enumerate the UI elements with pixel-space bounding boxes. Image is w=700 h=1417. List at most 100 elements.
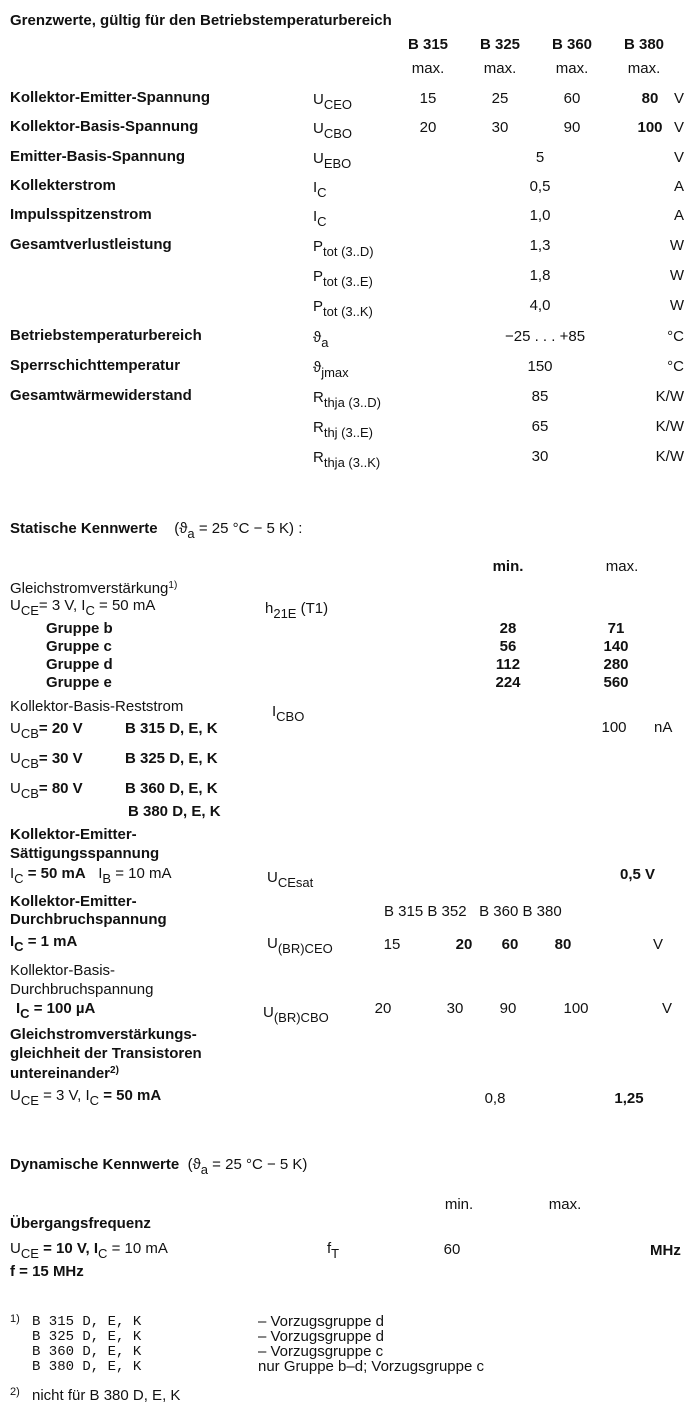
row-value: 20 bbox=[419, 119, 437, 136]
value: 20 bbox=[374, 1000, 392, 1017]
row-value: 85 bbox=[531, 388, 549, 405]
row-symbol: ϑa bbox=[313, 329, 329, 350]
row-unit: °C bbox=[667, 328, 684, 345]
row-symbol: Ptot (3..K) bbox=[313, 298, 373, 319]
reststrom-label: Kollektor-Basis-Reststrom bbox=[10, 698, 184, 715]
min-label: min. bbox=[444, 1196, 474, 1213]
gain-label: Gleichstromverstärkung1) bbox=[10, 580, 178, 597]
row-value: 15 bbox=[419, 90, 437, 107]
row-unit: V bbox=[673, 149, 684, 166]
durchbruch-cb-label: Durchbruchspannung bbox=[10, 981, 154, 998]
row-symbol: ϑjmax bbox=[313, 359, 349, 380]
group-label: Gruppe c bbox=[46, 638, 112, 655]
saettigung-label: Kollektor-Emitter- bbox=[10, 826, 137, 843]
row-unit: °C bbox=[667, 358, 684, 375]
row-value: 1,0 bbox=[529, 207, 551, 224]
type-b325: B 325 bbox=[479, 36, 521, 53]
gain-condition: UCE= 3 V, IC = 50 mA bbox=[10, 597, 156, 618]
reststrom-max: 100 bbox=[601, 719, 627, 736]
max-label: max. bbox=[483, 60, 517, 77]
row-unit: W bbox=[669, 267, 684, 284]
group-min: 56 bbox=[499, 638, 517, 655]
row-unit: A bbox=[673, 207, 684, 224]
footnote-type: B 360 D, E, K bbox=[32, 1344, 142, 1360]
row-value: 80 bbox=[641, 90, 659, 107]
row-unit: V bbox=[673, 90, 684, 107]
ubrceo-symbol: U(BR)CEO bbox=[267, 935, 333, 956]
ft-condition: UCE = 10 V, IC = 10 mA bbox=[10, 1240, 168, 1261]
min-label: min. bbox=[492, 558, 524, 575]
condition-types: B 315 D, E, K bbox=[125, 720, 218, 737]
row-label: Gesamtverlustleistung bbox=[10, 236, 172, 253]
uebergangsfrequenz-label: Übergangsfrequenz bbox=[10, 1215, 151, 1232]
group-label: Gruppe b bbox=[46, 620, 113, 637]
value: 15 bbox=[383, 936, 401, 953]
gleichheit-label: gleichheit der Transistoren bbox=[10, 1045, 202, 1062]
row-value: −25 . . . +85 bbox=[504, 328, 586, 345]
group-min: 112 bbox=[495, 656, 521, 673]
row-label: Gesamtwärmewiderstand bbox=[10, 387, 192, 404]
section-title-grenzwerte: Grenzwerte, gültig für den Betriebstempe… bbox=[10, 12, 392, 29]
footnote-marker: 1) bbox=[10, 1313, 20, 1325]
footnote-note: – Vorzugsgruppe d bbox=[258, 1313, 384, 1330]
type-b315: B 315 bbox=[407, 36, 449, 53]
row-symbol: Rthja (3..D) bbox=[313, 389, 381, 410]
footnote-note: – Vorzugsgruppe d bbox=[258, 1328, 384, 1345]
row-symbol: UCEO bbox=[313, 91, 353, 112]
durchbruch-types: B 315 B 352 B 360 B 380 bbox=[384, 903, 562, 920]
condition-voltage: UCB= 20 V bbox=[10, 720, 83, 741]
gain-symbol: h21E (T1) bbox=[265, 600, 329, 621]
row-value: 30 bbox=[491, 119, 509, 136]
type-b360: B 360 bbox=[551, 36, 593, 53]
condition-types: B 380 D, E, K bbox=[128, 803, 221, 820]
durchbruch-cb-condition: IC = 100 µA bbox=[16, 1000, 96, 1021]
ft-symbol: fT bbox=[327, 1240, 340, 1261]
row-label: Sperrschichttemperatur bbox=[10, 357, 181, 374]
saettigung-condition: IC = 50 mA IB = 10 mA bbox=[10, 865, 172, 886]
footnote-type: B 325 D, E, K bbox=[32, 1329, 142, 1345]
condition-types: B 325 D, E, K bbox=[125, 750, 218, 767]
group-max: 560 bbox=[603, 674, 629, 691]
value: 30 bbox=[446, 1000, 464, 1017]
row-value: 65 bbox=[531, 418, 549, 435]
row-value: 25 bbox=[491, 90, 509, 107]
footnote-note: nur Gruppe b–d; Vorzugsgruppe c bbox=[258, 1358, 484, 1375]
row-symbol: Ptot (3..D) bbox=[313, 238, 374, 259]
group-max: 140 bbox=[603, 638, 629, 655]
value: 20 bbox=[455, 936, 473, 953]
footnote-2: nicht für B 380 D, E, K bbox=[32, 1387, 181, 1404]
row-unit: K/W bbox=[655, 418, 684, 435]
footnote-marker: 2) bbox=[10, 1386, 20, 1398]
row-label: Kollekterstrom bbox=[10, 177, 116, 194]
ft-condition-f: f = 15 MHz bbox=[10, 1263, 84, 1280]
ft-min: 60 bbox=[443, 1241, 461, 1258]
group-min: 28 bbox=[499, 620, 517, 637]
unit: V bbox=[662, 1000, 673, 1017]
row-symbol: IC bbox=[313, 208, 327, 229]
ucesat-max: 0,5 V bbox=[620, 866, 656, 883]
gleichheit-label: Gleichstromverstärkungs- bbox=[10, 1026, 197, 1043]
durchbruch-ce-label: Durchbruchspannung bbox=[10, 911, 167, 928]
gleichheit-label: untereinander2) bbox=[10, 1065, 119, 1082]
row-value: 1,3 bbox=[529, 237, 551, 254]
footnote-note: – Vorzugsgruppe c bbox=[258, 1343, 384, 1360]
row-value: 0,5 bbox=[529, 178, 551, 195]
row-value: 5 bbox=[535, 149, 545, 166]
durchbruch-ce-label: Kollektor-Emitter- bbox=[10, 893, 137, 910]
row-value: 1,8 bbox=[529, 267, 551, 284]
durchbruch-cb-label: Kollektor-Basis- bbox=[10, 962, 116, 979]
row-label: Kollektor-Basis-Spannung bbox=[10, 118, 199, 135]
max-label: max. bbox=[555, 60, 589, 77]
value: 100 bbox=[563, 1000, 589, 1017]
row-symbol: IC bbox=[313, 179, 327, 200]
reststrom-unit: nA bbox=[654, 719, 673, 736]
max-label: max. bbox=[411, 60, 445, 77]
group-max: 280 bbox=[603, 656, 629, 673]
max-label: max. bbox=[605, 558, 639, 575]
row-unit: K/W bbox=[655, 448, 684, 465]
durchbruch-ce-condition: IC = 1 mA bbox=[10, 933, 78, 954]
row-unit: W bbox=[669, 237, 684, 254]
gleichheit-min: 0,8 bbox=[484, 1090, 506, 1107]
max-label: max. bbox=[627, 60, 661, 77]
